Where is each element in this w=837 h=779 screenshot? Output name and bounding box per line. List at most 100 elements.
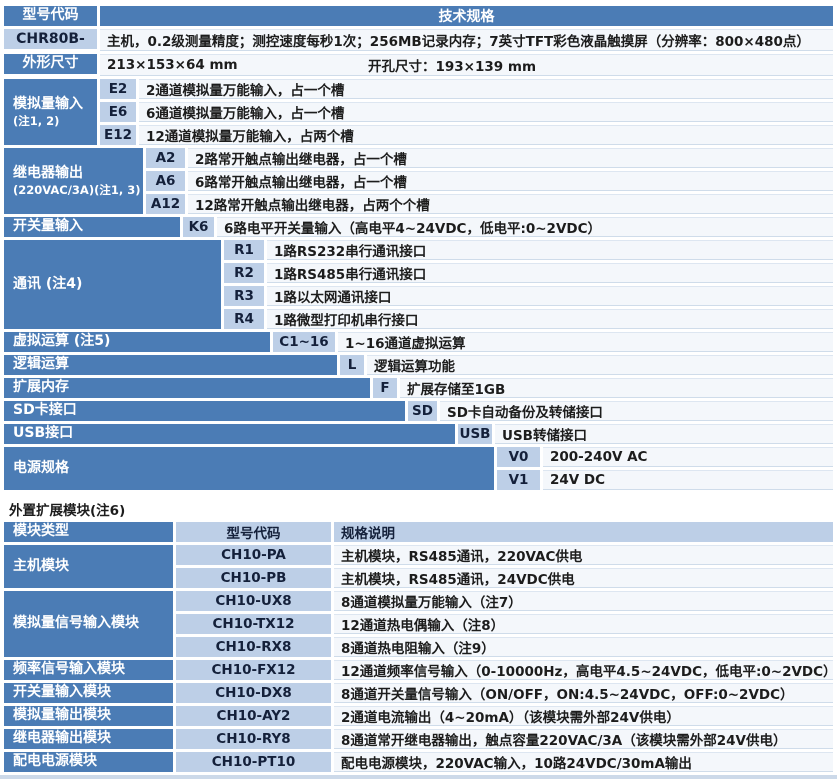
module-desc-cell: 8通道模拟量万能输入（注7） <box>334 591 833 611</box>
module-type-header: 模块类型 <box>4 522 173 542</box>
table-row: CH10-AY2 2通道电流输出（4~20mA）（该模块需外部24V供电） <box>176 706 833 726</box>
module-desc-cell: 主机模块，RS485通讯，24VDC供电 <box>334 568 833 588</box>
table-row: K6 6路电平开关量输入（高电平4~24VDC，低电平:0~2VDC） <box>183 217 833 237</box>
code-cell: R4 <box>224 309 264 329</box>
section-label: 通讯 (注4) <box>4 240 221 329</box>
section-label-text: 电源规格 <box>13 459 69 476</box>
table-row: R1 1路RS232串行通讯接口 <box>224 240 833 260</box>
table-row: E2 2通道模拟量万能输入，占一个槽 <box>100 79 833 99</box>
table-row: CH10-PA 主机模块，RS485通讯，220VAC供电 <box>176 545 833 565</box>
base-model-desc: 主机，0.2级测量精度；测控速度每秒1次；256MB记录内存；7英寸TFT彩色液… <box>100 29 833 51</box>
module-desc-cell: 配电电源模块，220VAC输入，10路24VDC/30mA输出 <box>334 752 833 772</box>
module-type-label: 主机模块 <box>4 545 173 588</box>
code-cell: C1~16 <box>273 332 335 352</box>
base-model-code: CHR80B- <box>4 29 97 49</box>
desc-cell: 1路微型打印机串行接口 <box>267 309 833 329</box>
cutout-size: 开孔尺寸：193×139 mm <box>368 59 537 75</box>
desc-cell: USB转储接口 <box>495 424 833 444</box>
module-type-label: 频率信号输入模块 <box>4 660 173 680</box>
section-power-supply: 电源规格 V0 200-240V AC V1 24V DC <box>4 447 833 490</box>
module-type-text: 继电器输出模块 <box>13 730 111 747</box>
code-cell: A6 <box>146 171 185 191</box>
group-power-distribution-module: 配电电源模块 CH10-PT10 配电电源模块，220VAC输入，10路24VD… <box>4 752 833 772</box>
section-label: 逻辑运算 <box>4 355 337 375</box>
module-desc-cell: 12通道频率信号输入（0-10000Hz，高电平4.5~24VDC，低电平:0~… <box>334 660 833 680</box>
section-expanded-memory: 扩展内存 F 扩展存储至1GB <box>4 378 833 398</box>
section-label: 开关量输入 <box>4 217 180 237</box>
code-cell: SD <box>408 401 437 421</box>
table-row: CH10-PB 主机模块，RS485通讯，24VDC供电 <box>176 568 833 588</box>
desc-cell: 逻辑运算功能 <box>367 355 833 375</box>
group-analog-signal-input-module: 模拟量信号输入模块 CH10-UX8 8通道模拟量万能输入（注7） CH10-T… <box>4 591 833 657</box>
model-code-col-header: 型号代码 <box>176 522 331 542</box>
section-label: 扩展内存 <box>4 378 370 398</box>
section-sd-card: SD卡接口 SD SD卡自动备份及转储接口 <box>4 401 833 421</box>
code-cell: K6 <box>183 217 214 237</box>
table-row: A2 2路常开触点输出继电器，占一个槽 <box>146 148 833 168</box>
section-label-text: 继电器输出 <box>13 165 83 182</box>
section-digital-input: 开关量输入 K6 6路电平开关量输入（高电平4~24VDC，低电平:0~2VDC… <box>4 217 833 237</box>
base-model-row: CHR80B- 主机，0.2级测量精度；测控速度每秒1次；256MB记录内存；7… <box>4 29 833 51</box>
module-type-label: 模拟量信号输入模块 <box>4 591 173 657</box>
overall-size: 213×153×64 mm <box>107 57 238 73</box>
table-row: E6 6通道模拟量万能输入，占一个槽 <box>100 102 833 122</box>
section-label-text: USB接口 <box>13 425 74 442</box>
code-cell: USB <box>458 424 492 444</box>
module-code-cell: CH10-PA <box>176 545 331 565</box>
desc-cell: 200-240V AC <box>543 447 833 467</box>
module-desc-cell: 8通道热电阻输入（注9） <box>334 637 833 657</box>
module-type-text: 主机模块 <box>13 557 69 574</box>
module-code-cell: CH10-DX8 <box>176 683 331 703</box>
section-label: SD卡接口 <box>4 401 405 421</box>
table-row: V0 200-240V AC <box>497 447 833 467</box>
module-desc-cell: 主机模块，RS485通讯，220VAC供电 <box>334 545 833 565</box>
module-type-text: 频率信号输入模块 <box>13 661 125 678</box>
module-code-cell: CH10-PT10 <box>176 752 331 772</box>
table-row: E12 12通道模拟量万能输入，占两个槽 <box>100 125 833 145</box>
table-row: F 扩展存储至1GB <box>373 378 833 398</box>
module-desc-cell: 2通道电流输出（4~20mA）（该模块需外部24V供电） <box>334 706 833 726</box>
section-communication: 通讯 (注4) R1 1路RS232串行通讯接口 R2 1路RS485串行通讯接… <box>4 240 833 329</box>
module-type-text: 配电电源模块 <box>13 753 97 770</box>
desc-cell: 扩展存储至1GB <box>400 378 833 398</box>
section-label-text: 逻辑运算 <box>13 356 69 373</box>
desc-cell: 1路RS232串行通讯接口 <box>267 240 833 260</box>
module-desc-cell: 8通道常开继电器输出，触点容量220VAC/3A（该模块需外部24V供电） <box>334 729 833 749</box>
section-label-text: 开关量输入 <box>13 218 83 235</box>
desc-cell: 1路RS485串行通讯接口 <box>267 263 833 283</box>
module-code-cell: CH10-AY2 <box>176 706 331 726</box>
module-type-text: 开关量输入模块 <box>13 684 111 701</box>
desc-cell: 6路电平开关量输入（高电平4~24VDC，低电平:0~2VDC） <box>217 217 833 237</box>
code-cell: E12 <box>100 125 136 145</box>
code-cell: E6 <box>100 102 136 122</box>
code-cell: V1 <box>497 470 540 490</box>
desc-cell: SD卡自动备份及转储接口 <box>440 401 833 421</box>
code-cell: E2 <box>100 79 136 99</box>
section-usb: USB接口 USB USB转储接口 <box>4 424 833 444</box>
table-row: SD SD卡自动备份及转储接口 <box>408 401 833 421</box>
desc-cell: 1~16通道虚拟运算 <box>338 332 833 352</box>
code-cell: R1 <box>224 240 264 260</box>
module-code-cell: CH10-UX8 <box>176 591 331 611</box>
table-row: CH10-PT10 配电电源模块，220VAC输入，10路24VDC/30mA输… <box>176 752 833 772</box>
section-label: USB接口 <box>4 424 455 444</box>
table-row: V1 24V DC <box>497 470 833 490</box>
model-code-header: 型号代码 <box>4 6 97 26</box>
expansion-header-row: 模块类型 型号代码 规格说明 <box>4 522 833 542</box>
code-cell: F <box>373 378 397 398</box>
group-relay-output-module: 继电器输出模块 CH10-RY8 8通道常开继电器输出，触点容量220VAC/3… <box>4 729 833 749</box>
table-row: A6 6路常开触点输出继电器，占一个槽 <box>146 171 833 191</box>
module-type-label: 配电电源模块 <box>4 752 173 772</box>
module-type-text: 模拟量信号输入模块 <box>13 615 139 632</box>
module-type-label: 继电器输出模块 <box>4 729 173 749</box>
module-code-cell: CH10-RX8 <box>176 637 331 657</box>
section-virtual-computation: 虚拟运算 (注5) C1~16 1~16通道虚拟运算 <box>4 332 833 352</box>
group-host-module: 主机模块 CH10-PA 主机模块，RS485通讯，220VAC供电 CH10-… <box>4 545 833 588</box>
desc-cell: 2通道模拟量万能输入，占一个槽 <box>139 79 833 99</box>
module-type-text: 模拟量输出模块 <box>13 707 111 724</box>
section-label: 继电器输出 (220VAC/3A)(注1, 3) <box>4 148 143 214</box>
module-code-cell: CH10-RY8 <box>176 729 331 749</box>
desc-cell: 24V DC <box>543 470 833 490</box>
code-cell: R2 <box>224 263 264 283</box>
section-label-note: (注1, 2) <box>13 113 60 128</box>
